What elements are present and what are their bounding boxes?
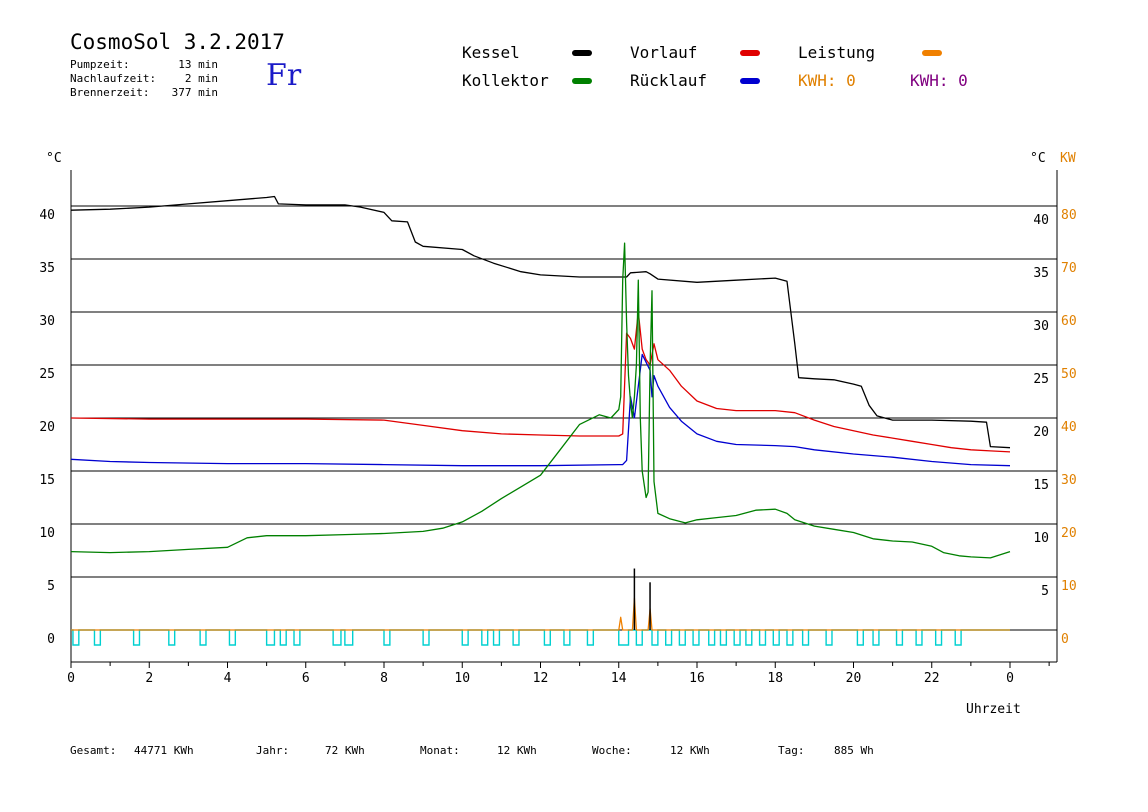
month-energy-label: Monat: (420, 744, 460, 757)
x-tick-label: 6 (302, 671, 310, 686)
x-tick-label: 16 (689, 671, 705, 686)
x-tick-label: 10 (454, 671, 470, 686)
y-tick-label-left: 15 (39, 473, 55, 488)
x-tick-label: 18 (767, 671, 783, 686)
y-axis-unit-left: °C (46, 151, 62, 166)
series-line-kollektor (70, 242, 1011, 559)
gridlines (71, 205, 1057, 631)
legend-leistung-swatch (922, 50, 942, 56)
total-energy-label: Gesamt: (70, 744, 117, 757)
series-line-kessel (70, 195, 1011, 449)
week-energy-value: 12 KWh (670, 744, 710, 757)
series-line-rcklauf (70, 353, 1011, 467)
series-line-vorlauf (70, 311, 1011, 453)
tick-labels: 0 2 4 6 8 10 12 14 16 18 20 22 0 0 5 10 15 20 25 30 35 40 5 10 1… (39, 208, 1076, 686)
y-tick-label-right: 40 (1033, 213, 1049, 228)
y-tick-label-left: 5 (47, 579, 55, 594)
pump-pulse-line (71, 629, 1010, 646)
y-tick-label-left: 25 (39, 367, 55, 382)
legend-ruecklauf-swatch (740, 78, 760, 84)
legend-kollektor-label: Kollektor (462, 71, 549, 90)
y-tick-label-left: 20 (39, 420, 55, 435)
x-tick-label: 0 (67, 671, 75, 686)
y-tick-label-kw: 60 (1061, 314, 1077, 329)
legend-ruecklauf-label: Rücklauf (630, 71, 708, 90)
y-tick-label-left: 40 (39, 208, 55, 223)
x-tick-label: 2 (145, 671, 153, 686)
overrun-time-value: 2 min (184, 72, 218, 85)
y-tick-label-kw: 0 (1061, 632, 1069, 647)
pump-time-value: 13 min (178, 58, 218, 71)
y-tick-label-right: 15 (1033, 478, 1049, 493)
legend-kwh-other: KWH: 0 (910, 71, 968, 90)
x-tick-label: 12 (533, 671, 549, 686)
y-tick-label-kw: 30 (1061, 473, 1077, 488)
x-tick-label: 4 (224, 671, 232, 686)
y-tick-label-right: 10 (1033, 531, 1049, 546)
axes (70, 170, 1058, 668)
legend-kwh-solar: KWH: 0 (798, 71, 856, 90)
x-tick-label: 20 (846, 671, 862, 686)
x-tick-label: 22 (924, 671, 940, 686)
legend-leistung-label: Leistung (798, 43, 876, 62)
week-energy-label: Woche: (592, 744, 632, 757)
weekday-label: Fr (266, 58, 302, 93)
y-tick-label-right: 5 (1041, 584, 1049, 599)
month-energy-value: 12 KWh (497, 744, 537, 757)
legend-vorlauf-label: Vorlauf (630, 43, 698, 62)
legend-vorlauf-swatch (740, 50, 760, 56)
year-energy-value: 72 KWh (325, 744, 365, 757)
x-tick-label: 14 (611, 671, 627, 686)
y-tick-label-left: 10 (39, 526, 55, 541)
temperature-chart: 0 2 4 6 8 10 12 14 16 18 20 22 0 0 5 10 15 20 25 30 35 40 5 10 1… (39, 170, 1077, 686)
x-axis-label: Uhrzeit (966, 702, 1021, 717)
y-tick-label-kw: 20 (1061, 526, 1077, 541)
x-tick-label: 0 (1006, 671, 1014, 686)
series-line-leistung (71, 597, 1010, 631)
pump-pulses (71, 629, 1010, 646)
series-lines (70, 195, 1011, 646)
day-energy-value: 885 Wh (834, 744, 874, 757)
burner-time-label: Brennerzeit: (70, 86, 150, 99)
legend-kollektor-swatch (572, 78, 592, 84)
y-tick-label-kw: 50 (1061, 367, 1077, 382)
y-tick-label-right: 35 (1033, 266, 1049, 281)
y-tick-label-right: 20 (1033, 425, 1049, 440)
total-energy-value: 44771 KWh (134, 744, 194, 757)
overrun-time-label: Nachlaufzeit: (70, 72, 157, 85)
x-tick-label: 8 (380, 671, 388, 686)
y-tick-label-kw: 80 (1061, 208, 1077, 223)
y-tick-label-kw: 70 (1061, 261, 1077, 276)
pump-time-label: Pumpzeit: (70, 58, 130, 71)
y-tick-label-right: 30 (1033, 319, 1049, 334)
y-tick-label-kw: 10 (1061, 579, 1077, 594)
year-energy-label: Jahr: (256, 744, 290, 757)
y-tick-label-left: 30 (39, 314, 55, 329)
burner-time-value: 377 min (171, 86, 218, 99)
legend-kessel-label: Kessel (462, 43, 520, 62)
y-tick-label-kw: 40 (1061, 420, 1077, 435)
y-axis-unit-kw: KW (1060, 151, 1076, 166)
y-tick-label-right: 25 (1033, 372, 1049, 387)
y-axis-unit-right: °C (1030, 151, 1046, 166)
day-energy-label: Tag: (778, 744, 805, 757)
legend-kessel-swatch (572, 50, 592, 56)
y-tick-label-left: 0 (47, 632, 55, 647)
y-tick-label-left: 35 (39, 261, 55, 276)
page-title: CosmoSol 3.2.2017 (70, 30, 285, 54)
